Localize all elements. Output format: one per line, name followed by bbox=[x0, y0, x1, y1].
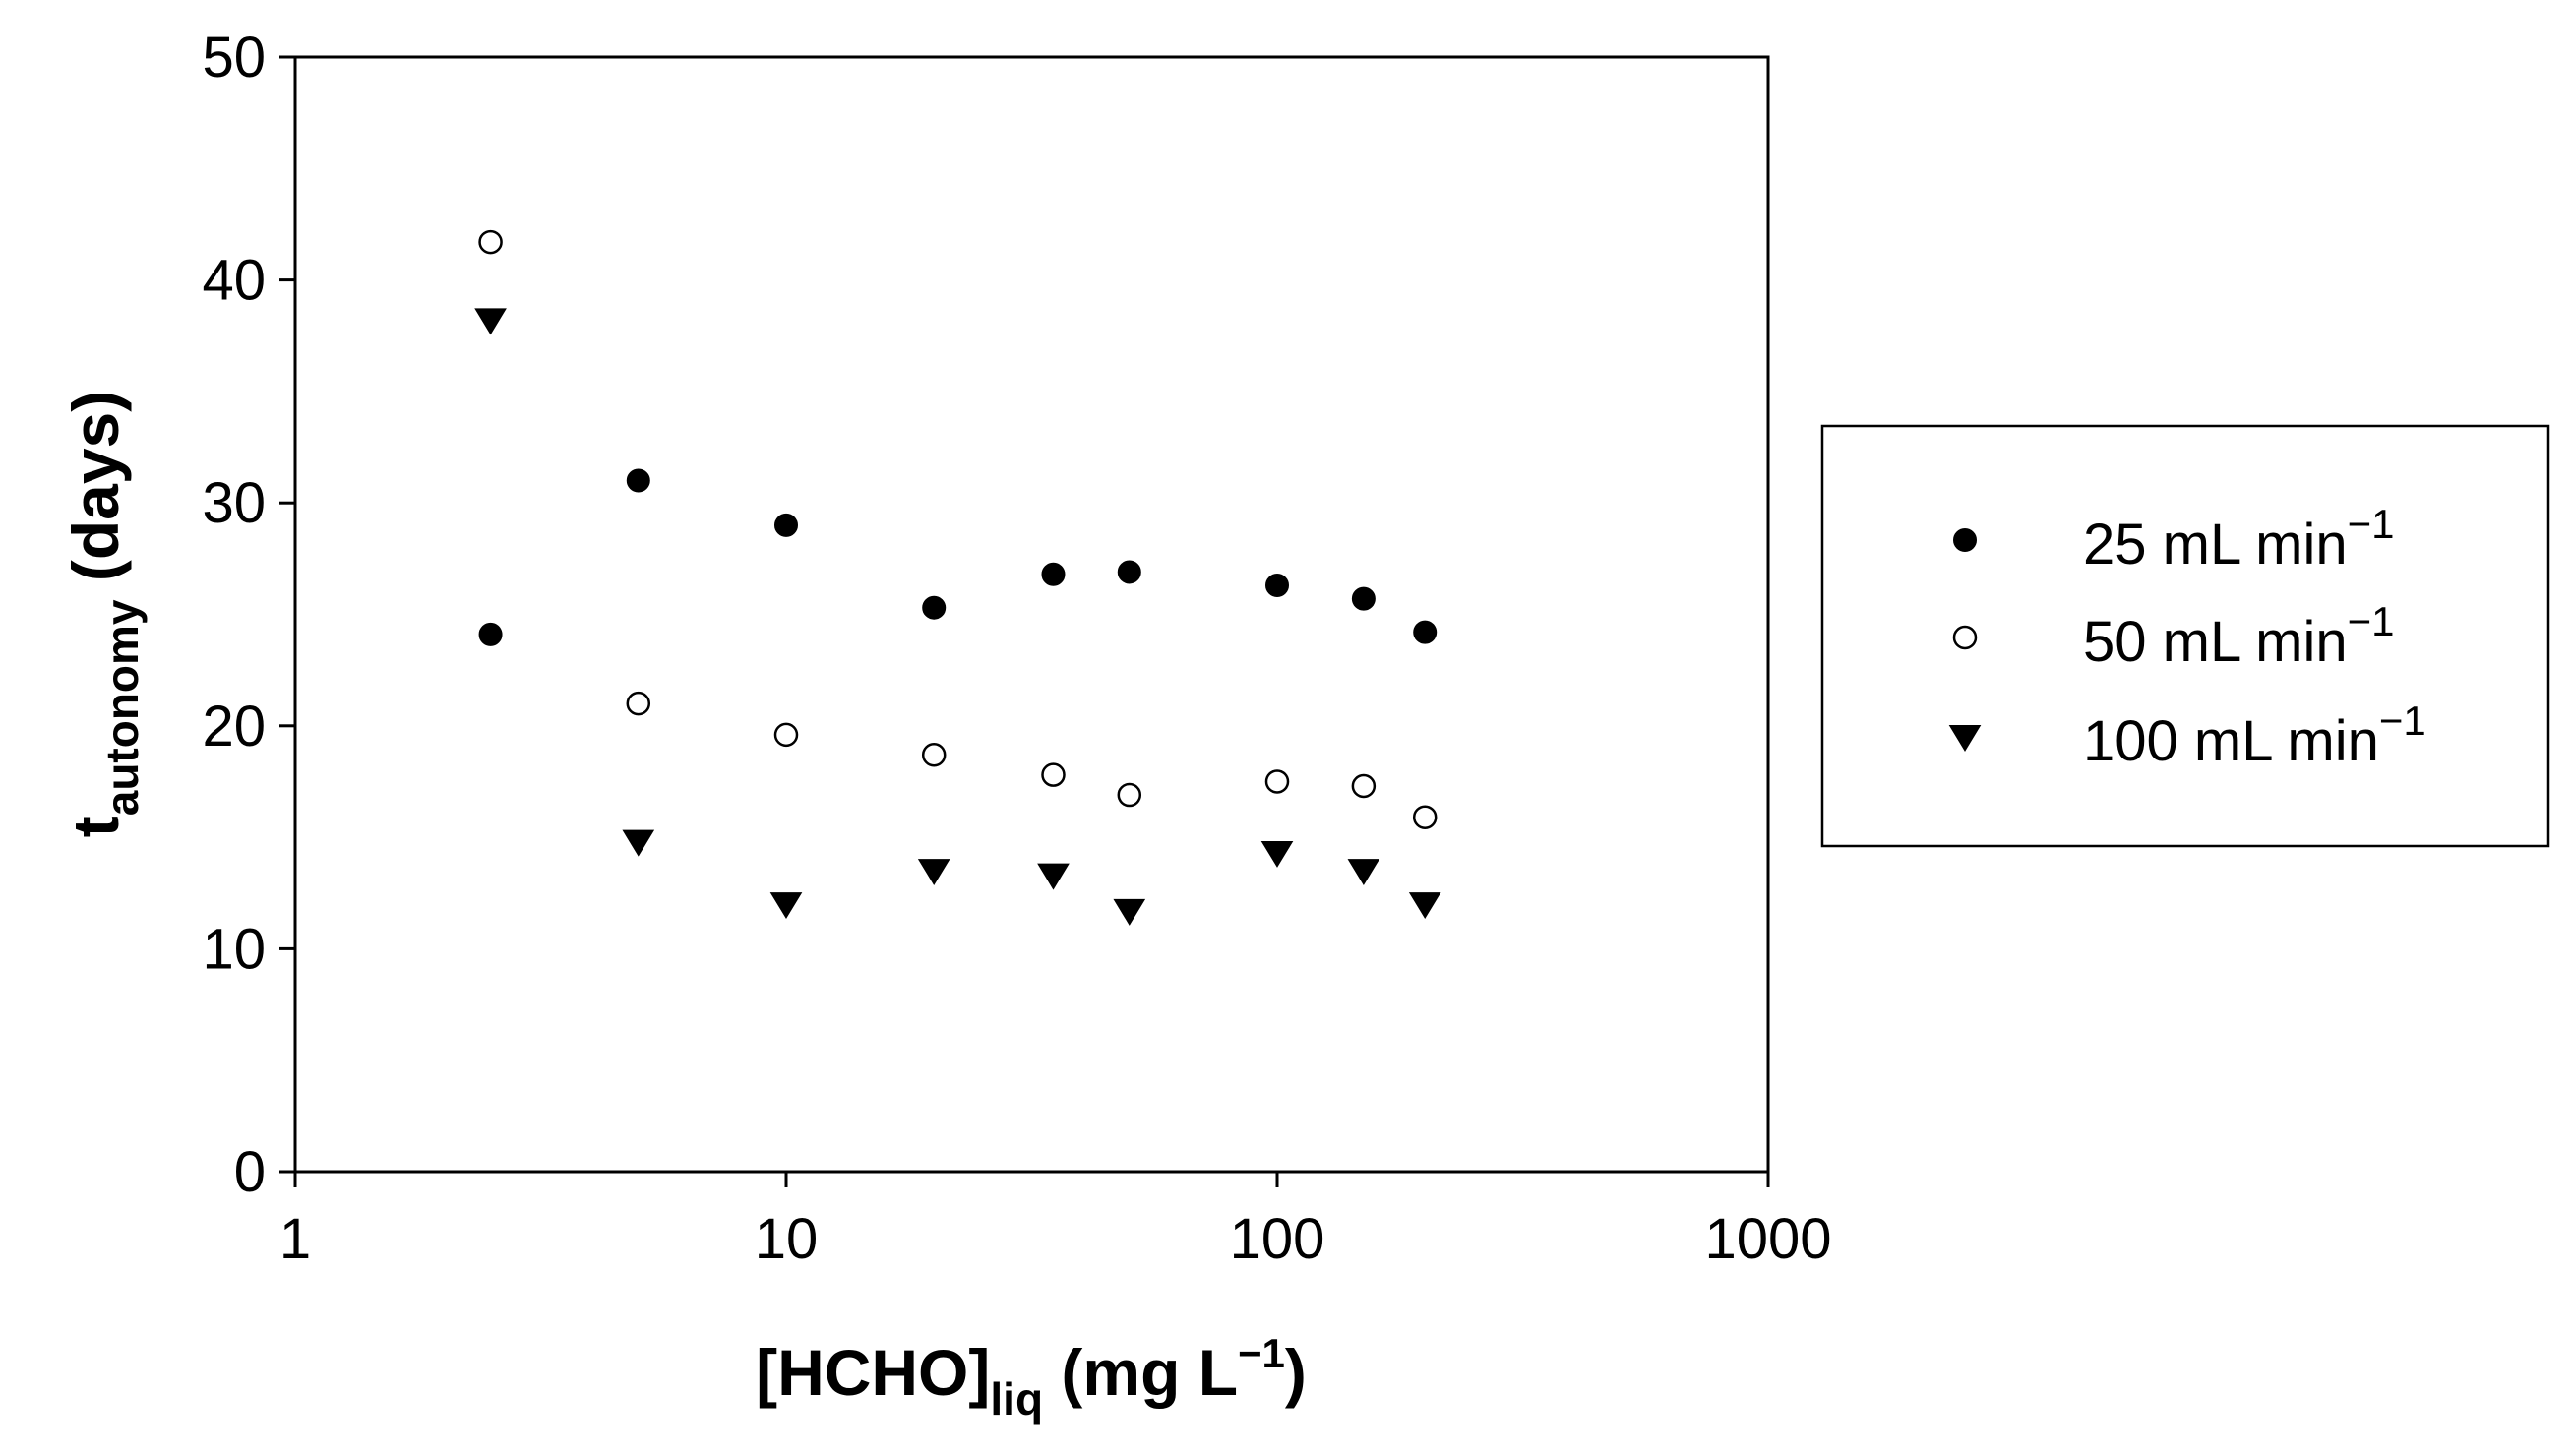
legend-marker-2 bbox=[1952, 625, 1978, 650]
plot-frame bbox=[293, 55, 1770, 1174]
legend-label-2: 50 mL min−1 bbox=[2083, 598, 2395, 674]
series-2-point bbox=[1351, 773, 1377, 799]
x-tick-label: 100 bbox=[1230, 1207, 1325, 1271]
series-2-point bbox=[773, 722, 799, 748]
series-2-point bbox=[626, 691, 651, 716]
legend-box bbox=[1820, 424, 2550, 848]
legend-marker-1 bbox=[1953, 528, 1977, 552]
series-3-point bbox=[474, 308, 507, 335]
x-tick-label: 1000 bbox=[1704, 1207, 1831, 1271]
legend-label-superscript: −1 bbox=[2348, 501, 2395, 547]
x-axis-title-unit: (mg L bbox=[1043, 1336, 1238, 1409]
series-3-point bbox=[1113, 898, 1146, 926]
series-2-point bbox=[1412, 805, 1438, 829]
x-tick-label: 1 bbox=[279, 1207, 311, 1271]
x-axis: 1 10 100 1000 bbox=[279, 1172, 1832, 1271]
series-1-point bbox=[1265, 574, 1289, 598]
series-3-point bbox=[917, 859, 950, 886]
series-2-point bbox=[1117, 782, 1142, 808]
legend-label-superscript: −1 bbox=[2348, 598, 2395, 644]
series-1-point bbox=[626, 468, 650, 493]
series-1-point bbox=[478, 622, 503, 646]
y-tick-label: 40 bbox=[202, 249, 266, 313]
series-3-point bbox=[1037, 863, 1070, 890]
series-3-point bbox=[622, 829, 655, 857]
y-axis: 0 10 20 30 40 50 bbox=[202, 26, 295, 1204]
x-tick-label: 10 bbox=[755, 1207, 819, 1271]
y-tick-label: 0 bbox=[234, 1140, 266, 1204]
series-1-point bbox=[1117, 560, 1141, 584]
legend-label-text: 25 mL min bbox=[2083, 513, 2348, 576]
series-1-point bbox=[774, 513, 798, 537]
legend-label-3: 100 mL min−1 bbox=[2083, 698, 2426, 773]
x-axis-title-close: ) bbox=[1285, 1336, 1307, 1409]
y-axis-title-subscript: autonomy bbox=[96, 599, 148, 816]
series-3-point bbox=[1408, 892, 1441, 920]
series-1-point bbox=[1041, 562, 1066, 586]
series-3-point bbox=[1347, 859, 1380, 886]
y-tick-label: 30 bbox=[202, 471, 266, 535]
legend-marker-3 bbox=[1948, 725, 1982, 752]
x-axis-title-superscript: −1 bbox=[1238, 1330, 1285, 1376]
x-axis-title: [HCHO]liq (mg L−1) bbox=[756, 1330, 1307, 1425]
series-1-point bbox=[922, 595, 947, 620]
legend-label-text: 100 mL min bbox=[2083, 709, 2379, 773]
y-axis-title: tautonomy (days) bbox=[59, 391, 148, 838]
legend-label-1: 25 mL min−1 bbox=[2083, 501, 2395, 576]
legend-label-text: 50 mL min bbox=[2083, 610, 2348, 674]
series-2-point bbox=[1041, 762, 1066, 787]
y-axis-title-main: t bbox=[59, 816, 132, 837]
series-2-point bbox=[1264, 769, 1290, 794]
data-points bbox=[474, 229, 1441, 926]
x-axis-title-subscript: liq bbox=[990, 1373, 1043, 1425]
series-1-point bbox=[1413, 620, 1438, 644]
y-tick-label: 50 bbox=[202, 26, 266, 90]
series-3-point bbox=[769, 892, 803, 920]
series-2-point bbox=[478, 229, 503, 255]
y-tick-label: 10 bbox=[202, 917, 266, 981]
x-axis-title-main: [HCHO] bbox=[756, 1336, 990, 1409]
series-3-point bbox=[1260, 840, 1294, 868]
series-2-point bbox=[921, 743, 947, 767]
series-1-point bbox=[1351, 586, 1376, 611]
y-axis-title-unit: (days) bbox=[59, 391, 132, 600]
legend-label-superscript: −1 bbox=[2379, 698, 2426, 744]
y-tick-label: 20 bbox=[202, 695, 266, 758]
